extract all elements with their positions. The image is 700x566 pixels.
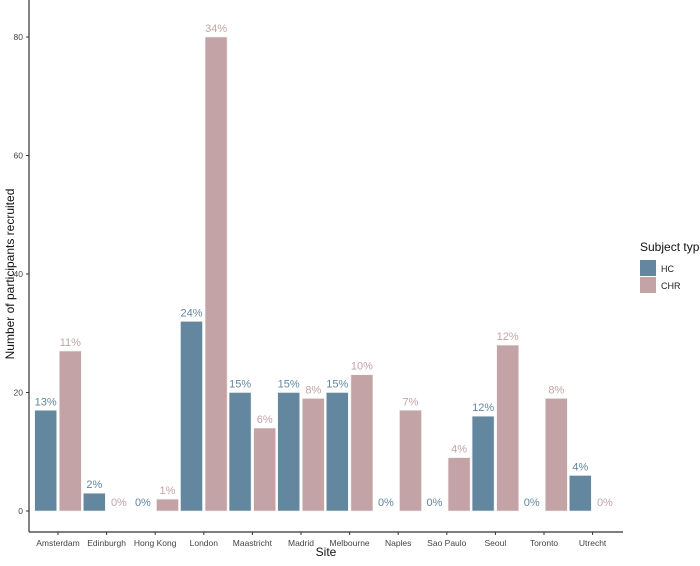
x-tick-label: Seoul [485,538,507,548]
bar-hc [568,475,592,512]
bar-hc [471,415,495,512]
legend-title: Subject type [640,240,700,254]
y-tick-label: 40 [14,269,24,279]
y-tick-label: 60 [14,151,24,161]
x-tick-label: Toronto [530,538,559,548]
data-label-chr: 6% [257,414,273,426]
bar-chr [58,350,82,512]
bar-hc [228,392,252,512]
y-tick-label: 80 [14,32,24,42]
data-label-hc: 12% [472,402,494,414]
data-label-chr: 8% [305,384,321,396]
bar-hc [83,492,106,512]
bar-hc [277,392,301,512]
data-label-chr: 11% [60,337,81,349]
bar-chr [204,36,228,512]
bar-chr [350,374,374,512]
legend-swatch-chr [640,277,656,293]
data-label-hc: 24% [180,307,202,319]
x-tick-label: Sao Paulo [427,538,466,548]
data-label-hc: 13% [35,396,57,408]
legend-label-chr: CHR [661,281,681,291]
x-tick-label: Edinburgh [87,538,126,548]
bar-chr [544,398,568,512]
data-label-hc: 15% [229,379,251,391]
x-tick-label: Amsterdam [36,538,79,548]
y-tick-label: 0 [18,506,23,516]
bar-chr [156,498,179,512]
x-tick-label: Utrecht [579,538,607,548]
legend-label-hc: HC [661,264,674,274]
y-axis-title: Number of participants recruited [3,189,17,360]
data-label-chr: 0% [111,497,127,509]
x-tick-label: Naples [385,538,411,548]
data-label-chr: 10% [351,361,373,373]
x-tick-label: London [190,538,219,548]
data-label-hc: 0% [378,497,394,509]
bar-chr [253,427,276,512]
x-tick-label: Melbourne [330,538,370,548]
bar-hc [34,409,58,512]
bar-chr [301,398,325,512]
bar-chr [496,344,520,512]
x-tick-label: Hong Kong [134,538,177,548]
data-label-chr: 4% [451,444,467,456]
legend-swatch-hc [640,260,656,276]
x-tick-label: Madrid [288,538,314,548]
data-label-hc: 0% [135,497,151,509]
data-label-hc: 4% [572,461,588,473]
data-label-hc: 0% [427,497,443,509]
bar-chr [399,409,422,512]
data-label-chr: 0% [597,497,613,509]
data-label-chr: 12% [497,331,519,343]
data-label-hc: 0% [524,497,540,509]
x-tick-label: Maastricht [233,538,273,548]
data-label-chr: 1% [160,485,176,497]
bar-hc [180,321,203,512]
data-label-chr: 7% [403,396,419,408]
bar-chr [447,457,471,512]
data-label-chr: 8% [548,384,564,396]
data-label-chr: 34% [205,23,227,35]
data-label-hc: 15% [326,379,348,391]
y-tick-label: 20 [14,388,24,398]
data-label-hc: 2% [86,479,102,491]
data-label-hc: 15% [278,379,300,391]
bar-hc [325,392,349,512]
x-axis-title: Site [316,545,337,559]
